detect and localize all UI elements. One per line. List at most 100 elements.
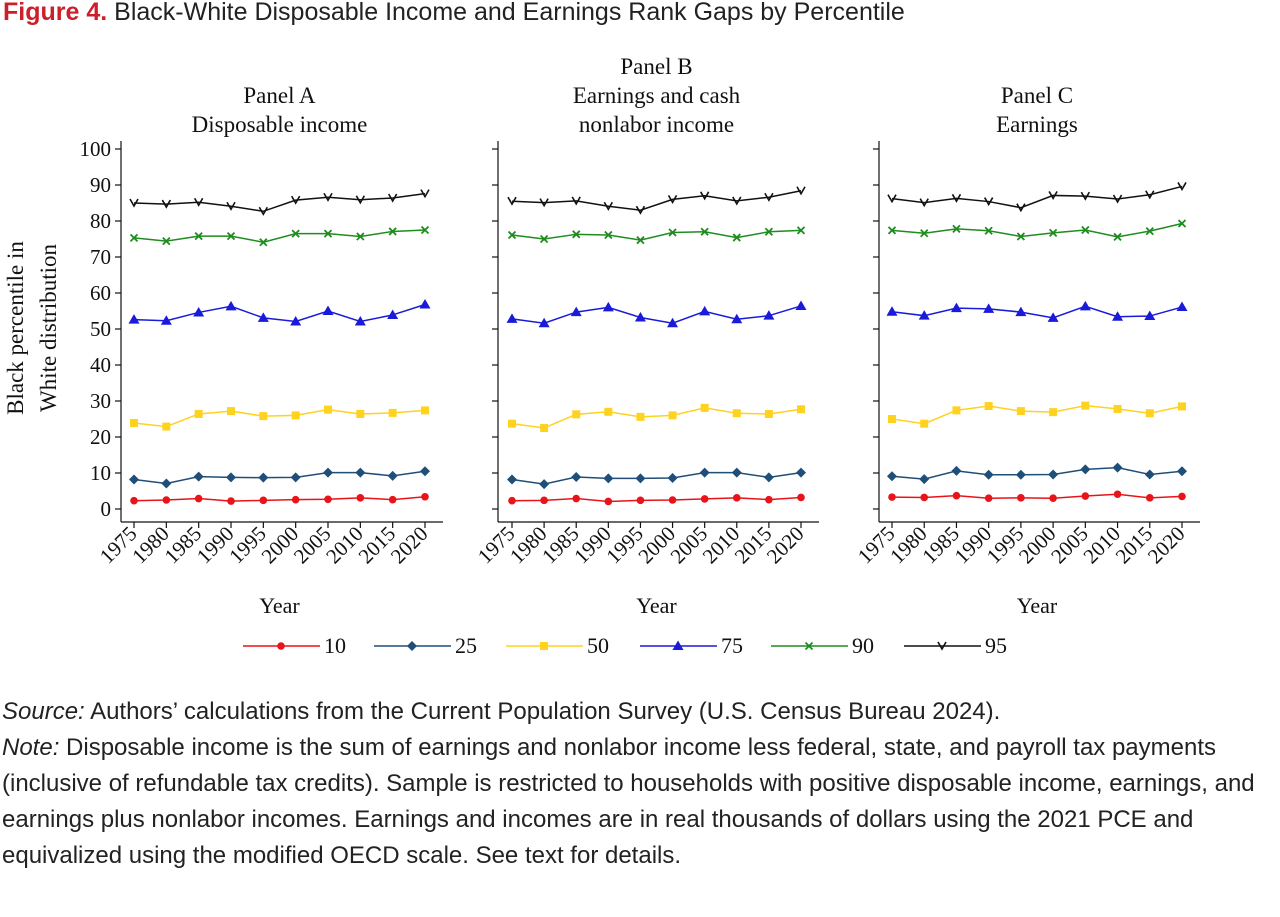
- data-point: [129, 198, 139, 208]
- data-point: [1177, 219, 1187, 228]
- source-note: Source: Authors’ calculations from the C…: [2, 694, 1278, 730]
- series-line: [511, 229, 802, 241]
- data-point: [1015, 306, 1027, 317]
- legend-marker: [937, 641, 947, 651]
- legend-label: 95: [985, 633, 1007, 658]
- data-point: [667, 473, 678, 484]
- data-point: [227, 407, 235, 416]
- data-point: [920, 229, 929, 238]
- data-point: [951, 465, 962, 476]
- series-line: [891, 305, 1183, 319]
- data-point: [259, 496, 268, 505]
- series-95: [507, 186, 806, 215]
- data-point: [918, 310, 930, 320]
- series-25: [129, 466, 430, 489]
- data-point: [602, 301, 614, 312]
- legend-marker: [277, 642, 285, 650]
- y-tick-label: 100: [80, 137, 112, 161]
- data-point: [983, 303, 995, 313]
- y-axis-label-line: Black percentile in: [3, 241, 28, 415]
- data-point: [1113, 232, 1122, 241]
- data-point: [636, 412, 645, 421]
- data-point: [763, 472, 774, 483]
- x-axis-label: Year: [1017, 593, 1058, 618]
- series-75: [506, 300, 807, 328]
- data-point: [983, 469, 994, 480]
- series-95: [887, 182, 1187, 213]
- series-90: [507, 226, 806, 245]
- data-point: [387, 470, 398, 481]
- legend-marker: [407, 641, 417, 651]
- data-point: [259, 238, 268, 247]
- legend-marker: [804, 641, 814, 651]
- series-10: [130, 492, 429, 505]
- figure-notes: Source: Authors’ calculations from the C…: [2, 694, 1278, 874]
- data-point: [636, 496, 645, 505]
- data-point: [226, 231, 236, 241]
- data-point: [507, 230, 517, 240]
- series-line: [511, 471, 802, 485]
- series-line: [891, 404, 1183, 425]
- data-point: [226, 201, 236, 211]
- data-point: [258, 206, 269, 216]
- series-10: [888, 490, 1186, 503]
- data-point: [796, 186, 806, 196]
- y-tick-label: 30: [90, 389, 111, 413]
- data-point: [540, 496, 548, 505]
- data-point: [1145, 190, 1155, 200]
- data-point: [259, 412, 268, 421]
- data-point: [1048, 191, 1058, 201]
- data-point: [888, 493, 896, 501]
- data-point: [1049, 408, 1058, 417]
- data-point: [1113, 490, 1122, 499]
- data-point: [699, 467, 710, 478]
- data-point: [227, 497, 235, 505]
- panel-title-line: Panel B: [620, 54, 692, 79]
- legend-item-25: 25: [374, 633, 477, 658]
- data-point: [1017, 494, 1025, 502]
- data-point: [920, 493, 929, 502]
- note-paragraph: Note: Disposable income is the sum of ea…: [2, 730, 1278, 874]
- series-line: [891, 493, 1183, 499]
- data-point: [1049, 494, 1057, 503]
- data-point: [795, 300, 807, 310]
- series-line: [133, 303, 426, 323]
- panel-title-line: Earnings: [996, 112, 1078, 137]
- x-axis-label: Year: [259, 593, 300, 618]
- data-point: [984, 494, 993, 503]
- data-point: [667, 317, 679, 328]
- data-point: [887, 471, 897, 482]
- data-point: [291, 411, 300, 420]
- data-point: [225, 300, 237, 311]
- data-point: [1112, 462, 1123, 473]
- data-point: [886, 306, 898, 316]
- data-point: [1144, 469, 1155, 480]
- data-point: [388, 227, 397, 236]
- data-point: [603, 473, 614, 484]
- data-point: [1144, 310, 1156, 321]
- data-point: [763, 310, 775, 320]
- data-point: [732, 196, 742, 206]
- data-point: [421, 406, 429, 415]
- data-point: [194, 231, 203, 241]
- data-point: [796, 467, 806, 478]
- data-point: [1113, 404, 1122, 413]
- data-point: [1177, 466, 1187, 477]
- data-point: [420, 189, 430, 199]
- data-point: [731, 313, 743, 324]
- chart: Panel A Disposable income 0 10 20 30 40 50 60 70 8…: [3, 54, 1200, 658]
- data-point: [1079, 300, 1091, 311]
- data-point: [920, 419, 929, 428]
- series-50: [508, 403, 805, 432]
- legend-label: 50: [587, 633, 609, 658]
- data-point: [129, 474, 139, 485]
- data-point: [356, 232, 365, 241]
- data-point: [764, 227, 774, 236]
- y-tick-label: 0: [101, 497, 112, 521]
- data-point: [919, 198, 929, 208]
- data-point: [1048, 469, 1059, 480]
- data-point: [1016, 407, 1025, 416]
- legend-marker: [672, 640, 684, 650]
- data-point: [571, 196, 581, 206]
- data-point: [323, 192, 333, 202]
